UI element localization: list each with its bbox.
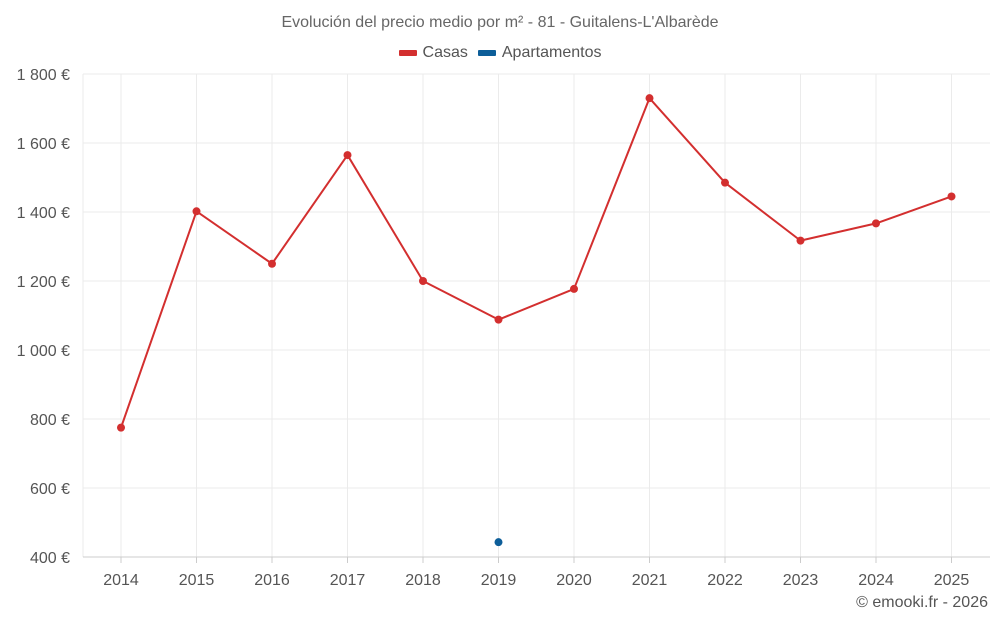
x-tick-label: 2016 [254, 572, 290, 589]
legend-swatch-apartamentos [477, 50, 496, 56]
data-point-casas[interactable] [494, 315, 503, 324]
legend-swatch-casas [398, 50, 417, 56]
x-tick-label: 2021 [632, 572, 668, 589]
y-tick-label: 1 000 € [17, 343, 70, 360]
data-point-casas[interactable] [570, 284, 578, 293]
x-tick-label: 2019 [481, 572, 517, 589]
data-point-casas[interactable] [268, 259, 276, 268]
chart-title: Evolución del precio medio por m² - 81 -… [281, 14, 719, 31]
y-tick-label: 1 600 € [17, 136, 70, 153]
x-tick-label: 2022 [707, 572, 743, 589]
series [117, 94, 956, 547]
x-tick-label: 2023 [783, 572, 819, 589]
data-point-casas[interactable] [117, 423, 125, 432]
data-point-casas[interactable] [192, 207, 201, 216]
credit-text: © emooki.fr - 2026 [856, 594, 988, 611]
y-tick-label: 600 € [30, 481, 70, 498]
data-point-apartamentos[interactable] [494, 538, 503, 547]
x-tick-label: 2018 [405, 572, 441, 589]
x-tick-label: 2020 [556, 572, 592, 589]
x-tick-label: 2015 [179, 572, 215, 589]
series-line-casas [120, 97, 952, 428]
data-point-casas[interactable] [947, 192, 956, 201]
axes: 400 € 600 € 800 € 1 000 € 1 200 € 1 400 € 1 60… [17, 67, 990, 589]
legend-item-apartamentos[interactable]: Apartamentos [477, 44, 602, 62]
x-tick-label: 2024 [858, 572, 894, 589]
data-point-casas[interactable] [796, 236, 805, 245]
y-tick-label: 1 200 € [17, 274, 70, 291]
data-point-casas[interactable] [343, 151, 352, 160]
x-tick-label: 2025 [934, 572, 970, 589]
x-tick-label: 2014 [103, 572, 139, 589]
data-point-casas[interactable] [872, 219, 880, 228]
y-tick-label: 1 800 € [17, 67, 70, 84]
grid [82, 73, 990, 558]
y-tick-label: 800 € [30, 412, 70, 429]
data-point-casas[interactable] [419, 277, 427, 285]
legend-label-apartamentos: Apartamentos [501, 44, 602, 61]
legend-item-casas[interactable]: Casas [398, 44, 468, 62]
legend: Casas Apartamentos [0, 44, 1000, 62]
x-tick-label: 2017 [330, 572, 366, 589]
legend-label-casas: Casas [422, 44, 468, 61]
data-point-casas[interactable] [721, 178, 729, 187]
data-point-casas[interactable] [645, 94, 654, 103]
y-tick-label: 400 € [30, 550, 70, 567]
y-tick-label: 1 400 € [17, 205, 70, 222]
